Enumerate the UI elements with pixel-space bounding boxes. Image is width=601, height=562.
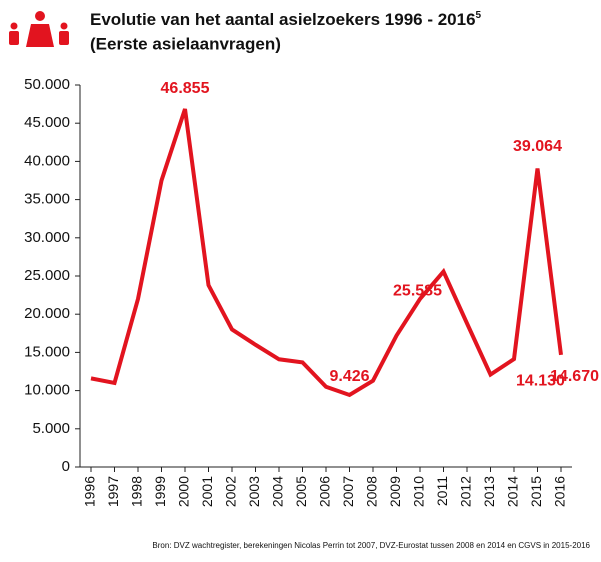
line xyxy=(90,108,563,398)
y-tick-label: 0 xyxy=(62,458,70,475)
x-tick-label: 2015 xyxy=(528,476,544,507)
x-tick-label: 2007 xyxy=(340,476,356,507)
x-tick-label: 2002 xyxy=(223,476,239,507)
x-tick-label: 2014 xyxy=(505,476,521,507)
y-tick-label: 35.000 xyxy=(24,191,70,208)
data-label: 46.855 xyxy=(161,80,210,97)
y-tick-label: 5.000 xyxy=(32,420,70,437)
x-tick-label: 2005 xyxy=(293,476,309,507)
chart-title: Evolutie van het aantal asielzoekers 199… xyxy=(90,10,482,30)
x-tick-label: 1997 xyxy=(105,476,121,507)
x-tick-label: 1996 xyxy=(82,476,98,507)
x-tick-label: 2011 xyxy=(434,476,450,506)
x-tick-label: 2013 xyxy=(481,476,497,507)
x-tick-label: 2010 xyxy=(411,476,427,507)
data-label: 25.585 xyxy=(393,283,442,300)
y-tick-label: 25.000 xyxy=(24,267,70,284)
y-tick-label: 20.000 xyxy=(24,305,70,322)
y-tick-label: 40.000 xyxy=(24,152,70,169)
x-tick-label: 2004 xyxy=(270,476,286,507)
x-tick-label: 1998 xyxy=(129,476,145,507)
x-tick-label: 1999 xyxy=(152,476,168,507)
y-tick-label: 15.000 xyxy=(24,343,70,360)
x-tick-label: 2001 xyxy=(199,476,215,507)
data-label: 14.670 xyxy=(550,368,599,385)
source: Bron: DVZ wachtregister, berekeningen Ni… xyxy=(152,541,590,550)
x-tick-label: 2006 xyxy=(317,476,333,507)
x-tick-label: 2003 xyxy=(246,476,262,507)
data-label: 9.426 xyxy=(329,368,369,385)
y-tick-label: 30.000 xyxy=(24,229,70,246)
chart-subtitle: (Eerste asielaanvragen) xyxy=(90,34,281,53)
y-tick-label: 10.000 xyxy=(24,382,70,399)
data-label: 39.064 xyxy=(513,138,562,155)
y-tick-label: 45.000 xyxy=(24,114,70,131)
x-tick-label: 2009 xyxy=(387,476,403,507)
y-tick-label: 50.000 xyxy=(24,76,70,93)
x-tick-label: 2016 xyxy=(552,476,568,507)
x-tick-label: 2012 xyxy=(458,476,474,507)
x-tick-label: 2008 xyxy=(364,476,380,507)
data-label: 14.130 xyxy=(516,372,565,389)
x-tick-label: 2000 xyxy=(176,476,192,507)
people-icon xyxy=(9,11,69,47)
